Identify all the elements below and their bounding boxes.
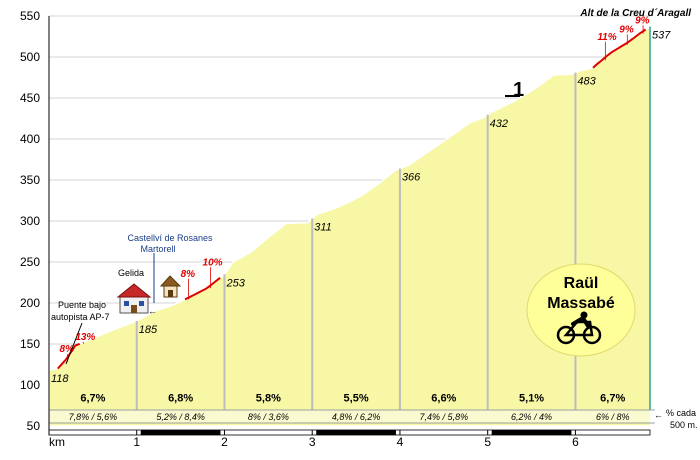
profile-area <box>48 25 651 427</box>
y-tick-label: 450 <box>20 91 40 105</box>
segment-sub-gradients: 8% / 3,6% <box>248 412 289 422</box>
x-tick-label: 2 <box>221 435 228 449</box>
x-tick-label: 1 <box>133 435 140 449</box>
segment-sub-gradients: 7,4% / 5,8% <box>420 412 469 422</box>
y-tick-label: 350 <box>20 173 40 187</box>
steep-gradient-label: 8% <box>181 269 196 280</box>
y-tick-label: 400 <box>20 132 40 146</box>
y-tick-label: 300 <box>20 214 40 228</box>
x-tick-label: 6 <box>572 435 579 449</box>
steep-gradient-label: 10% <box>203 257 223 268</box>
bridge-label-2: autopista AP-7 <box>51 312 110 322</box>
steep-section-line <box>592 28 647 69</box>
km-divider-lines <box>135 26 651 410</box>
band-background <box>49 410 650 423</box>
arrow-left-icon: ← <box>148 306 157 316</box>
segment-sub-gradients: 5,2% / 8,4% <box>156 412 205 422</box>
altitude-label: 311 <box>314 222 332 234</box>
segment-sub-gradients: 6% / 8% <box>596 412 630 422</box>
climb-number: 1 <box>513 79 524 101</box>
y-tick-label: 200 <box>20 296 40 310</box>
x-tick-label: 5 <box>484 435 491 449</box>
altitude-label: 118 <box>51 373 69 385</box>
arrow-left-icon: ← <box>654 410 663 420</box>
segment-sub-gradients: 7,8% / 5,6% <box>69 412 118 422</box>
bridge-landmark: Puente bajo autopista AP-7 <box>51 300 110 365</box>
steep-gradient-label: 11% <box>597 32 616 43</box>
y-tick-label: 50 <box>27 419 41 433</box>
segment-average: 6,7% <box>600 392 625 404</box>
climb-number-marker: 1 <box>505 79 524 101</box>
altitude-label: 432 <box>490 118 508 130</box>
km-axis-segment <box>491 430 572 435</box>
castellvi-landmark: Castellví de Rosanes Martorell <box>127 233 213 303</box>
martorell-label: Martorell <box>140 244 175 254</box>
house-icon <box>159 275 182 298</box>
chart-title: Alt de la Creu d´Aragall <box>579 8 691 19</box>
altitude-label: 483 <box>577 76 596 88</box>
segment-average: 6,8% <box>168 392 193 404</box>
segment-average: 6,7% <box>80 392 105 404</box>
km-axis-segment <box>140 430 221 435</box>
segment-legend: ← % cada 500 m. <box>654 408 698 430</box>
segment-average: 6,6% <box>431 392 456 404</box>
y-tick-label: 250 <box>20 255 40 269</box>
gradient-band <box>49 409 655 424</box>
bridge-pointer <box>65 322 83 365</box>
steep-section-line <box>57 342 81 370</box>
steep-gradient-label: 13% <box>75 332 95 343</box>
x-tick-label: 3 <box>309 435 316 449</box>
segment-average: 5,1% <box>519 392 544 404</box>
steep-gradient-label: 8% <box>60 344 75 355</box>
segment-sub-gradients: 4,8% / 6,2% <box>332 412 381 422</box>
segment-average: 5,8% <box>256 392 281 404</box>
segment-sub-gradients: 6,2% / 4% <box>511 412 552 422</box>
altitude-label: 185 <box>139 324 158 336</box>
cyclist-icon <box>556 311 602 345</box>
gelida-label: Gelida <box>118 268 144 278</box>
castellvi-label: Castellví de Rosanes <box>127 233 213 243</box>
y-tick-label: 100 <box>20 378 40 392</box>
y-tick-label: 550 <box>20 9 40 23</box>
town-icon <box>116 283 152 314</box>
y-tick-label: 500 <box>20 50 40 64</box>
legend-line-2: 500 m. <box>670 420 698 430</box>
bridge-label-1: Puente bajo <box>58 300 106 310</box>
km-axis-segment <box>316 430 396 435</box>
altitude-label: 537 <box>652 30 671 42</box>
gelida-landmark: Gelida ← <box>116 268 157 316</box>
chart-labels: 5010015020025030035040045050055011818525… <box>20 9 671 449</box>
legend-line-1: % cada <box>666 408 696 418</box>
steep-gradient-label: 9% <box>635 15 650 26</box>
altitude-label: 253 <box>225 277 245 289</box>
badge-name-2: Massabé <box>547 295 615 312</box>
altitude-label: 366 <box>402 172 421 184</box>
steep-gradient-label: 9% <box>619 24 634 35</box>
x-tick-label: 4 <box>397 435 404 449</box>
author-badge: Raül Massabé <box>526 263 636 357</box>
x-axis-label: km <box>49 435 65 449</box>
segment-average: 5,5% <box>344 392 369 404</box>
badge-name-1: Raül <box>564 275 599 292</box>
y-tick-label: 150 <box>20 337 40 351</box>
steep-sections <box>57 25 647 370</box>
steep-section-line <box>184 277 221 301</box>
